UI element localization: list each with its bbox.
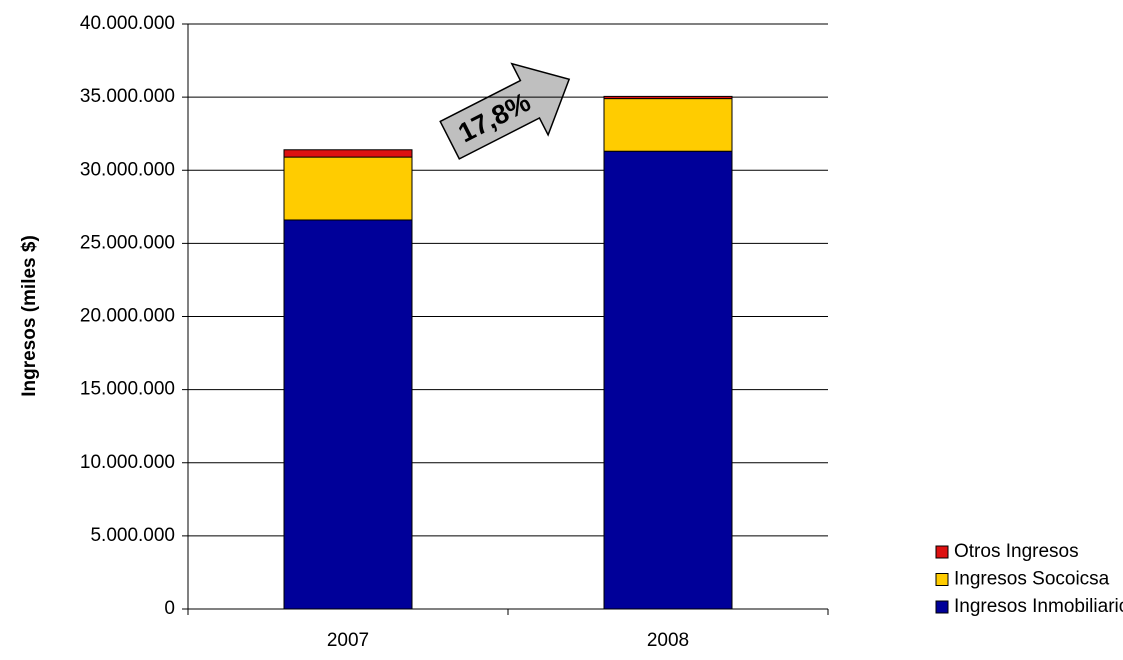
legend-label: Ingresos Socoicsa [954,569,1110,590]
y-tick-label: 40.000.000 [80,13,175,34]
legend-swatch [935,573,949,586]
legend-swatch [935,600,949,614]
bar-segment [603,98,733,152]
x-tick-label: 2008 [647,630,689,651]
bar-segment [283,156,413,221]
y-axis-label: Ingresos (miles $) [19,235,40,397]
y-tick-label: 10.000.000 [80,452,175,473]
y-tick-label: 5.000.000 [90,525,175,546]
bar-segment [283,219,413,610]
bar-segment [603,150,733,610]
y-tick-label: 20.000.000 [80,306,175,327]
legend-label: Ingresos Inmobiliarios [954,596,1123,617]
bar-segment [283,149,413,158]
bar-segment [603,95,733,100]
growth-arrow: 17,8% [439,62,571,160]
y-tick-label: 35.000.000 [80,86,175,107]
legend-label: Otros Ingresos [954,541,1079,562]
y-tick-label: 0 [164,598,175,619]
y-tick-label: 25.000.000 [80,232,175,253]
arrow-shape [439,62,571,160]
y-tick-label: 15.000.000 [80,379,175,400]
y-tick-label: 30.000.000 [80,159,175,180]
x-tick-label: 2007 [327,630,369,651]
legend-swatch [935,545,949,559]
